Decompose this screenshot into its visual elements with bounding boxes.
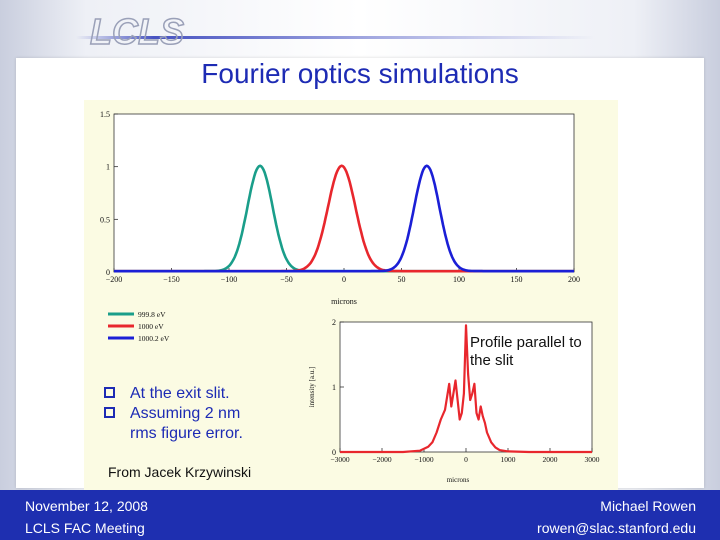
bottom-chart-xlabel: microns	[447, 476, 470, 484]
top-chart-y-tick-label: 1	[106, 163, 110, 172]
bullet-text: Assuming 2 nm	[130, 405, 241, 422]
legend-label: 999.8 eV	[138, 310, 166, 319]
bottom-chart-x-tick-label: 1000	[501, 455, 516, 464]
bottom-chart-x-tick-label: −2000	[372, 455, 391, 464]
top-chart-x-tick-label: 50	[398, 275, 406, 284]
bottom-chart-y-tick-label: 2	[332, 318, 336, 327]
bullet-continuation: rms figure error.	[130, 425, 243, 442]
bottom-chart-x-tick-label: 2000	[543, 455, 558, 464]
top-chart-x-tick-label: −50	[280, 275, 293, 284]
top-chart-plot-area	[113, 113, 575, 273]
top-chart-xlabel: microns	[331, 297, 357, 306]
figure-credit: From Jacek Krzywinski	[108, 464, 252, 480]
bottom-chart-x-tick-label: −3000	[330, 455, 349, 464]
footer-date: November 12, 2008	[25, 498, 148, 514]
chart-legend: 999.8 eV 1000 eV 1000.2 eV	[108, 310, 170, 343]
bullet-list: At the exit slit. Assuming 2 nm rms figu…	[104, 384, 243, 444]
bottom-chart-x-tick-label: −1000	[414, 455, 433, 464]
top-chart-x-tick-label: 200	[568, 275, 580, 284]
footer-bar: November 12, 2008 LCLS FAC Meeting Micha…	[0, 490, 720, 540]
footer-email: rowen@slac.stanford.edu	[537, 520, 696, 536]
bottom-chart-x-tick-label: 0	[464, 455, 468, 464]
bottom-chart-x-tick-label: 3000	[585, 455, 600, 464]
checkbox-bullet-icon	[104, 407, 115, 418]
footer-author: Michael Rowen	[600, 498, 696, 514]
bullet-text: At the exit slit.	[130, 385, 230, 402]
top-chart-x-tick-label: −150	[163, 275, 180, 284]
bottom-chart: 0 1 2 −3000 −2000 −1000 0 1000 2000 3000 intensi…	[308, 318, 600, 484]
top-chart-series-line	[114, 164, 574, 273]
slide-title: Fourier optics simulations	[201, 58, 519, 89]
logo-text: LCLS	[90, 11, 184, 50]
legend-label: 1000 eV	[138, 322, 164, 331]
top-chart: 0 0.5 1 1.5 −200 −150 −100 −50 0 50 100 150 200 mic…	[100, 110, 580, 306]
bottom-chart-ylabel: intensity [a.u.]	[308, 367, 316, 408]
top-chart-y-tick-label: 1.5	[100, 110, 110, 119]
top-chart-x-tick-label: 100	[453, 275, 465, 284]
footer-meeting: LCLS FAC Meeting	[25, 520, 145, 536]
bullet-item: Assuming 2 nm	[104, 404, 243, 424]
top-chart-x-tick-label: −100	[221, 275, 238, 284]
figure-svg: 00.511.5 −200 −150 −100 −50 0 50 100 150 200 mic…	[100, 110, 600, 484]
checkbox-bullet-icon	[104, 387, 115, 398]
top-chart-x-tick-label: 0	[342, 275, 346, 284]
top-chart-x-tick-label: 150	[511, 275, 523, 284]
top-chart-y-tick-label: 0.5	[100, 215, 110, 224]
bottom-chart-y-tick-label: 1	[332, 383, 336, 392]
top-chart-x-tick-label: −200	[106, 275, 123, 284]
legend-label: 1000.2 eV	[138, 334, 170, 343]
bullet-item: At the exit slit.	[104, 384, 243, 404]
figure: 0 0.5 1 1.5 −200 −150 −100 −50 0 50 100 150 200 mic…	[84, 100, 618, 492]
bottom-chart-y-tick-label: 0	[332, 448, 336, 457]
profile-annotation: Profile parallel to the slit	[470, 334, 582, 369]
top-chart-y-tick-label: 0	[106, 268, 110, 277]
bottom-chart-series-line	[340, 324, 592, 454]
lcls-logo: LCLS	[76, 10, 596, 50]
